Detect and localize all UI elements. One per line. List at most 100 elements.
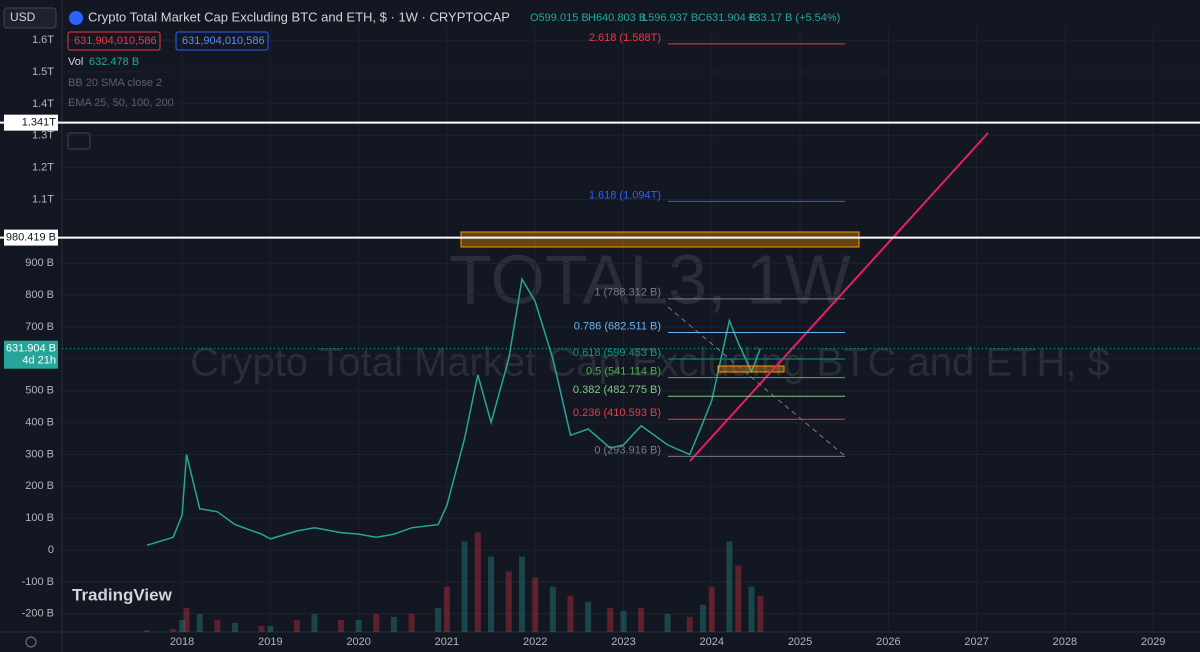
volume-bar bbox=[505, 571, 512, 632]
volume-bar bbox=[179, 619, 186, 632]
y-tick-label: 800 B bbox=[25, 289, 54, 301]
currency: USD bbox=[10, 10, 36, 24]
volume-bar bbox=[607, 607, 614, 632]
y-tick-label: 100 B bbox=[25, 512, 54, 524]
level-tag bbox=[4, 114, 58, 131]
volume-bar bbox=[435, 607, 442, 632]
volume-bar bbox=[638, 607, 645, 632]
x-tick-label: 2024 bbox=[700, 636, 724, 648]
volume-bar bbox=[532, 577, 539, 632]
x-tick-label: 2020 bbox=[346, 636, 370, 648]
volume-bar bbox=[726, 541, 733, 632]
ohlc-change: +33.17 B (+5.54%) bbox=[748, 12, 840, 24]
fib-label: 0 (293.916 B) bbox=[594, 444, 661, 456]
y-tick-label: 1.4T bbox=[32, 98, 54, 110]
fib-label: 0.382 (482.775 B) bbox=[573, 384, 661, 396]
ohlc-high: H640.803 B bbox=[588, 12, 646, 24]
indicator: BB 20 SMA close 2 bbox=[68, 77, 162, 89]
volume-bar bbox=[620, 610, 627, 632]
volume-bar bbox=[699, 604, 706, 632]
trend-line bbox=[689, 132, 989, 462]
fib-label: 1 (788.312 B) bbox=[594, 287, 661, 299]
x-tick-label: 2029 bbox=[1141, 636, 1165, 648]
fib-label: 0.618 (599.453 B) bbox=[573, 347, 661, 359]
buy-price: 631,904,010,586 bbox=[182, 35, 265, 47]
volume-bar bbox=[170, 628, 177, 632]
volume-bar bbox=[311, 613, 318, 632]
volume-bar bbox=[214, 619, 221, 632]
volume-bar bbox=[293, 619, 300, 632]
y-tick-label: 1.5T bbox=[32, 66, 54, 78]
price-line bbox=[146, 277, 762, 547]
sell-button[interactable] bbox=[67, 31, 161, 51]
vol-label: Vol bbox=[68, 56, 83, 68]
y-tick-label: 1.6T bbox=[32, 34, 54, 46]
y-tick-label: 1.3T bbox=[32, 130, 54, 142]
x-tick-label: 2023 bbox=[611, 636, 635, 648]
indicator: EMA 25, 50, 100, 200 bbox=[68, 97, 174, 109]
x-tick-label: 2026 bbox=[876, 636, 900, 648]
fib-label: 1.618 (1.094T) bbox=[589, 189, 661, 201]
x-tick-label: 2028 bbox=[1053, 636, 1077, 648]
volume-bar bbox=[408, 613, 415, 632]
volume-bar bbox=[183, 607, 190, 632]
y-tick-label: 300 B bbox=[25, 448, 54, 460]
y-tick-label: 0 bbox=[48, 544, 54, 556]
y-tick-label: -200 B bbox=[22, 608, 54, 620]
y-tick-label: 700 B bbox=[25, 321, 54, 333]
ohlc-low: L596.937 B bbox=[642, 12, 698, 24]
fib-label: 0.5 (541.114 B) bbox=[586, 366, 661, 378]
volume-bar bbox=[337, 619, 344, 632]
x-tick-label: 2018 bbox=[170, 636, 194, 648]
y-tick-label: 1.1T bbox=[32, 193, 54, 205]
volume-bar bbox=[143, 630, 150, 632]
volume-bar bbox=[355, 619, 362, 632]
ohlc-close: C631.904 B bbox=[698, 12, 756, 24]
volume-bar bbox=[232, 622, 239, 632]
volume-bar bbox=[748, 586, 755, 632]
buy-button[interactable] bbox=[175, 31, 269, 51]
fib-label: 0.786 (682.511 B) bbox=[574, 320, 661, 332]
symbol-icon bbox=[69, 11, 83, 25]
volume-bar bbox=[373, 613, 380, 632]
countdown: 4d 21h bbox=[22, 355, 56, 367]
volume-bar bbox=[567, 595, 574, 632]
zone bbox=[460, 231, 860, 248]
y-tick-label: 1.2T bbox=[32, 162, 54, 174]
volume-bar bbox=[267, 625, 274, 632]
x-tick-label: 2019 bbox=[258, 636, 282, 648]
level-label: 980.419 B bbox=[6, 231, 56, 243]
last-price-tag bbox=[4, 340, 58, 369]
ohlc-open: O599.015 B bbox=[530, 12, 589, 24]
x-tick-label: 2027 bbox=[964, 636, 988, 648]
level-tag bbox=[4, 229, 58, 246]
volume-bar bbox=[474, 532, 481, 632]
volume-bar bbox=[708, 586, 715, 632]
y-tick-label: -100 B bbox=[22, 576, 54, 588]
zone bbox=[717, 365, 785, 373]
sell-price: 631,904,010,586 bbox=[74, 35, 157, 47]
watermark: TOTAL3, 1W bbox=[449, 240, 851, 318]
volume-bar bbox=[258, 625, 265, 632]
collapse-button[interactable] bbox=[67, 132, 91, 150]
title: Crypto Total Market Cap Excluding BTC an… bbox=[88, 9, 510, 24]
x-tick-label: 2025 bbox=[788, 636, 812, 648]
x-tick-label: 2022 bbox=[523, 636, 547, 648]
volume-bar bbox=[757, 595, 764, 632]
watermark: Crypto Total Market Cap Excluding BTC an… bbox=[190, 341, 1110, 385]
y-tick-label: 400 B bbox=[25, 416, 54, 428]
volume-bar bbox=[664, 613, 671, 632]
y-tick-label: 500 B bbox=[25, 385, 54, 397]
volume-bar bbox=[549, 586, 556, 632]
volume-bar bbox=[390, 616, 397, 632]
volume-bar bbox=[518, 556, 525, 632]
currency-button[interactable] bbox=[3, 7, 57, 29]
dashed-line bbox=[667, 306, 846, 457]
plot bbox=[62, 28, 1200, 632]
settings-icon[interactable] bbox=[25, 636, 37, 648]
volume-bar bbox=[585, 601, 592, 632]
volume-bar bbox=[443, 586, 450, 632]
